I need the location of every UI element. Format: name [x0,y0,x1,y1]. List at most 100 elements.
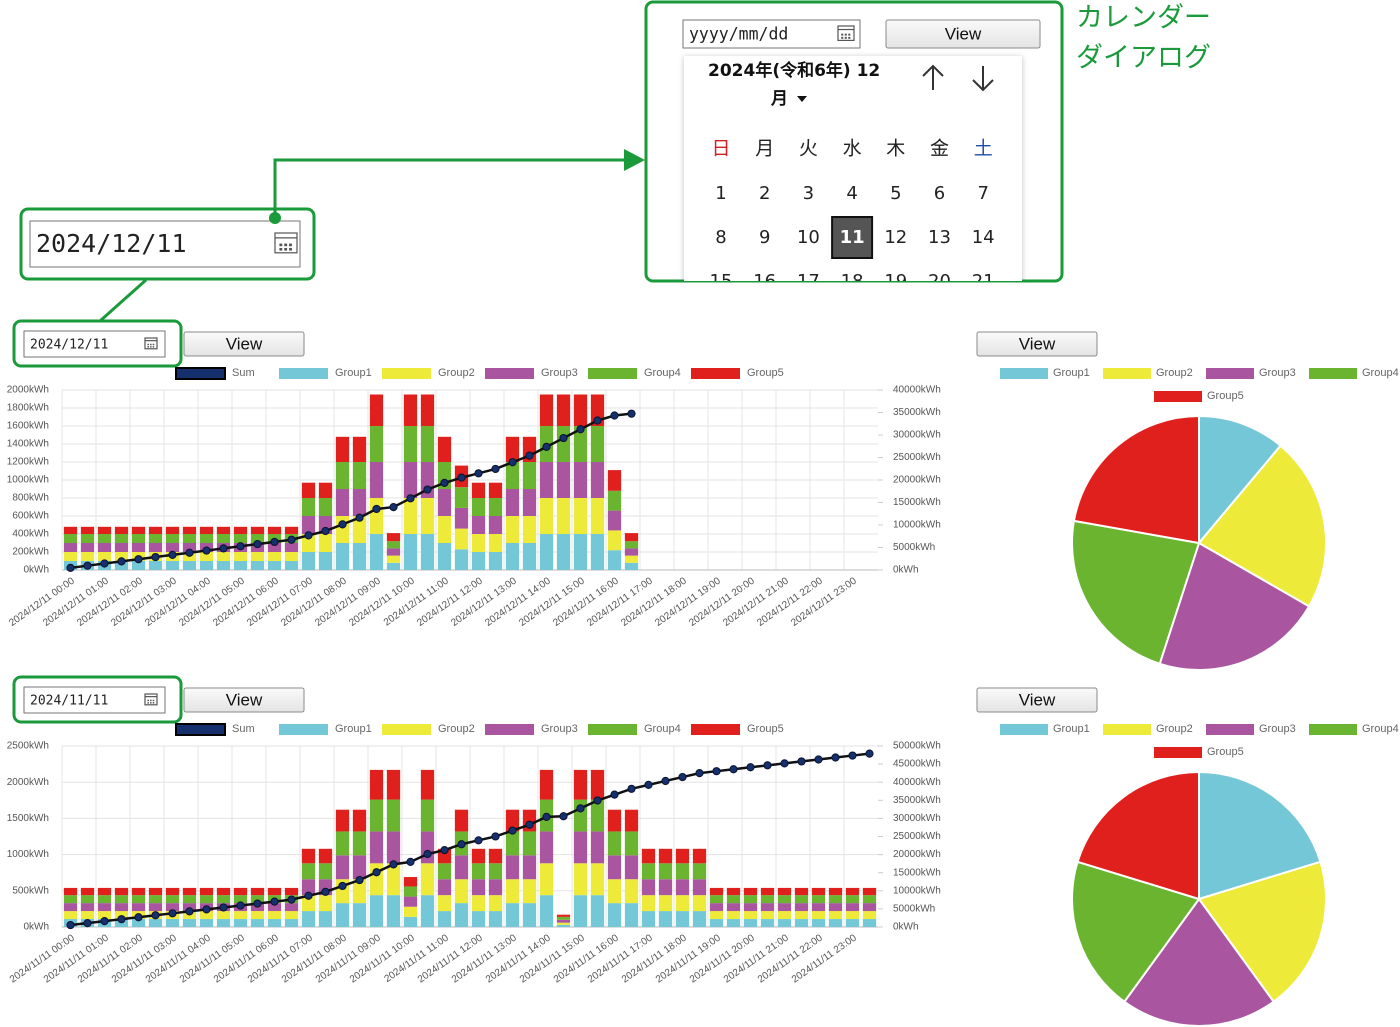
view-button[interactable] [183,687,305,713]
pie-slice [1070,860,1201,1004]
bar-segment [97,911,112,920]
y2-tick-label: 10000kWh [893,520,941,531]
bar-segment [369,498,384,534]
calendar-icon[interactable] [837,25,855,41]
sum-point [525,451,534,460]
sum-point [644,780,653,789]
date-input[interactable] [682,19,861,49]
bar-segment [165,526,180,534]
bar-segment [777,895,792,904]
bar-segment [114,887,129,896]
day[interactable]: 4 [846,183,857,204]
day[interactable]: 10 [797,227,820,248]
bar-segment [199,895,214,904]
day[interactable]: 1 [715,183,726,204]
next-month[interactable] [972,66,994,92]
day[interactable]: 19 [884,271,907,292]
bar-segment [369,462,384,498]
calendar-icon[interactable] [144,693,158,706]
bar-segment [216,552,231,561]
day[interactable]: 7 [977,183,988,204]
bar-segment [675,848,690,864]
calendar-icon[interactable] [144,337,158,350]
bar-segment [386,562,401,570]
date-input[interactable] [23,330,166,358]
view-button[interactable] [976,331,1098,357]
view-button[interactable] [183,331,305,357]
sum-point [661,776,670,786]
legend-label: Group3 [541,723,578,735]
y-tick-label: 800kWh [12,493,49,504]
sum-point [134,913,143,922]
bar-segment [760,903,775,912]
day[interactable]: 17 [797,271,820,292]
bar-segment [335,436,350,462]
pie-slice [1122,897,1276,1027]
sum-point [253,539,262,549]
bar-segment [590,534,605,570]
bar-segment [760,895,775,904]
bar-segment [250,911,265,920]
dropdown-panel [684,56,1022,281]
calendar-icon[interactable] [274,232,298,254]
bar-segment [811,911,826,920]
bar-segment [437,879,452,896]
day[interactable]: 14 [972,227,995,248]
bar-segment [828,887,843,896]
day[interactable]: 13 [928,227,951,248]
bar-segment [80,911,95,920]
day[interactable]: 16 [753,271,776,292]
legend-label: Group2 [438,367,475,379]
bar-segment [675,895,690,912]
sum-point [117,557,126,566]
bar-segment [590,895,605,927]
day[interactable]: 18 [841,271,864,292]
connector [273,158,628,218]
date-input[interactable] [23,686,166,714]
day[interactable]: 2 [759,183,770,204]
day[interactable]: 5 [890,183,901,204]
prev-month[interactable] [922,64,944,90]
legend-swatch [1309,368,1357,379]
day[interactable]: 3 [803,183,814,204]
view-button-label: View [1019,334,1056,353]
bar-segment [794,919,809,927]
icon-frame [274,232,298,254]
day[interactable]: 9 [759,227,770,248]
date-input[interactable] [29,220,301,268]
bar-segment [454,903,469,927]
view-button[interactable] [885,19,1041,49]
day[interactable]: 20 [928,271,951,292]
y2-tick-label: 5000kWh [893,542,935,553]
day[interactable]: 21 [972,271,995,292]
bar-segment [777,887,792,896]
bar-segment [760,887,775,896]
bar-segment [403,394,418,426]
view-button[interactable] [976,687,1098,713]
bar-segment [335,809,350,832]
day[interactable]: 15 [710,271,733,292]
bar-segment [471,482,486,498]
legend-swatch [279,368,328,379]
bar-segment [301,482,316,498]
bar-segment [505,903,520,927]
sum-point [372,504,381,514]
callout-frame [19,207,316,281]
day[interactable]: 12 [884,227,907,248]
day[interactable]: 8 [715,227,726,248]
selected-day[interactable] [831,216,874,259]
bar-segment [97,552,112,561]
bar-segment [318,911,333,927]
bar-segment [131,895,146,904]
icon-dot [284,247,288,251]
day[interactable]: 6 [934,183,945,204]
bar-segment [471,911,486,927]
y2-tick-label: 10000kWh [893,885,941,896]
pie-chart: Group1 Group2 Group3 Group4 Group5 [1000,367,1399,671]
bar-segment [709,887,724,896]
day[interactable]: 11 [840,227,865,248]
month-dropdown-caret[interactable] [797,96,807,102]
bar-segment [760,911,775,920]
bar-segment [369,799,384,832]
bar-segment [845,919,860,927]
